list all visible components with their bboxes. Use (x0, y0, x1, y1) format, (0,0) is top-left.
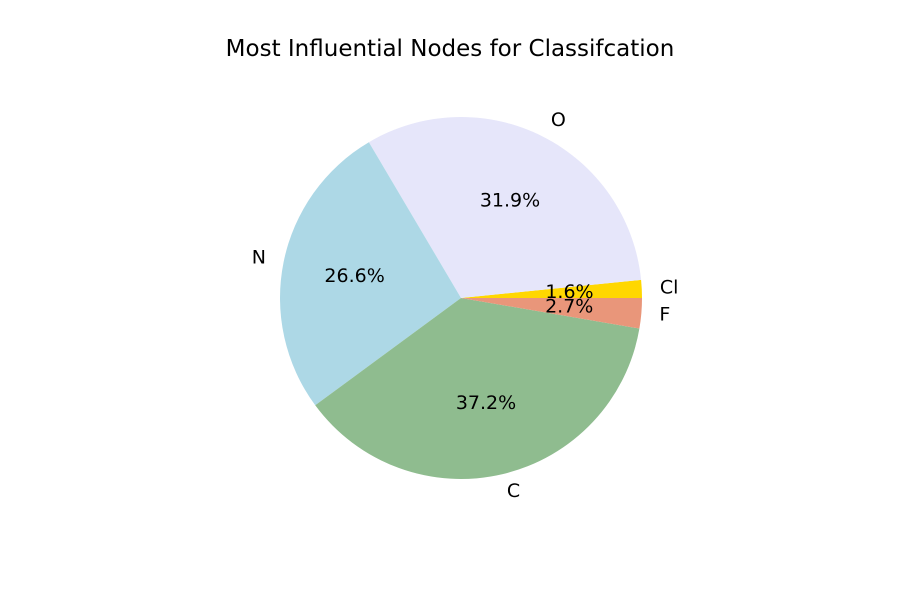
labels-layer: Cl 1.6% O 31.9% N 26.6% C 37.2% F 2.7% (252, 109, 679, 502)
slice-label-f: F (659, 303, 670, 325)
pie-slice-f (461, 298, 642, 329)
chart-title: Most Influential Nodes for Classifcation (225, 36, 675, 62)
slice-percent-f: 2.7% (545, 296, 593, 318)
slice-label-cl: Cl (660, 276, 679, 298)
slice-label-c: C (507, 480, 520, 502)
slice-label-o: O (551, 109, 566, 131)
pie-slice-c (315, 298, 640, 480)
slice-percent-n: 26.6% (324, 265, 384, 287)
slice-percent-o: 31.9% (480, 190, 540, 212)
slice-percent-c: 37.2% (456, 392, 516, 414)
slice-label-n: N (252, 247, 266, 269)
pie-slice-o (368, 116, 642, 298)
slices-layer (279, 116, 642, 480)
slice-percent-cl: 1.6% (545, 281, 593, 303)
pie-slice-cl (461, 279, 642, 298)
pie-slice-n (279, 142, 461, 406)
